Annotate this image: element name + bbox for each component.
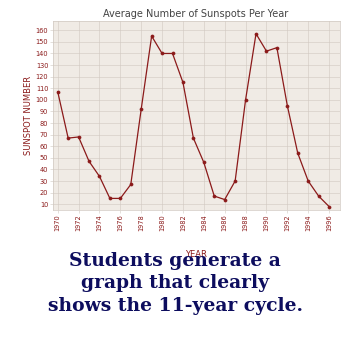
Y-axis label: SUNSPOT NUMBER: SUNSPOT NUMBER xyxy=(24,76,33,155)
Title: Average Number of Sunspots Per Year: Average Number of Sunspots Per Year xyxy=(103,9,289,19)
X-axis label: YEAR: YEAR xyxy=(185,250,207,259)
Text: Students generate a
graph that clearly
shows the 11-year cycle.: Students generate a graph that clearly s… xyxy=(48,252,302,315)
